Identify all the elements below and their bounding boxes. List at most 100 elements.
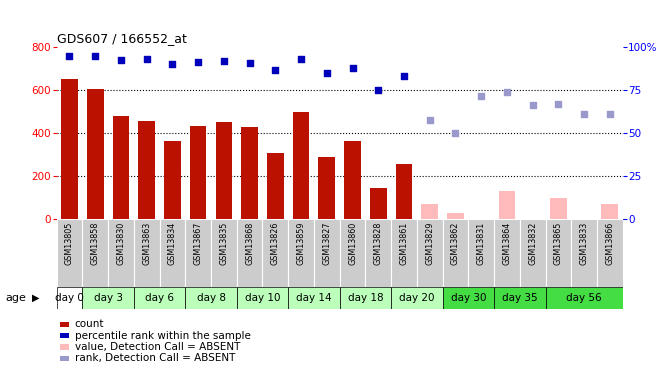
Point [579, 111, 589, 117]
Point [270, 66, 280, 72]
Bar [391, 287, 443, 309]
Text: day 56: day 56 [566, 293, 602, 303]
Point [424, 117, 435, 123]
Bar [160, 219, 185, 287]
Bar [57, 287, 83, 309]
Bar [550, 198, 567, 219]
Point [322, 70, 332, 76]
Bar [190, 126, 206, 219]
Point [64, 53, 75, 58]
Text: day 14: day 14 [296, 293, 332, 303]
Bar [292, 112, 310, 219]
Text: GSM13805: GSM13805 [65, 221, 74, 265]
Text: GSM13864: GSM13864 [502, 221, 511, 265]
Text: GSM13834: GSM13834 [168, 221, 177, 265]
Point [501, 89, 512, 95]
Text: day 30: day 30 [451, 293, 486, 303]
Bar [262, 219, 288, 287]
Text: day 0: day 0 [55, 293, 84, 303]
Text: GSM13867: GSM13867 [194, 221, 202, 265]
Text: GSM13829: GSM13829 [425, 221, 434, 265]
Text: GSM13866: GSM13866 [605, 221, 614, 265]
Bar [139, 121, 155, 219]
Bar [113, 116, 129, 219]
Bar [185, 219, 211, 287]
Bar [211, 219, 236, 287]
Bar [443, 287, 494, 309]
Point [116, 57, 127, 63]
Text: age: age [5, 293, 26, 303]
Point [373, 87, 384, 93]
Bar [164, 141, 180, 219]
Point [553, 101, 563, 107]
Text: day 35: day 35 [502, 293, 537, 303]
Point [90, 53, 101, 58]
Text: GSM13861: GSM13861 [400, 221, 408, 265]
Bar [571, 219, 597, 287]
Bar [422, 204, 438, 219]
Bar [344, 141, 361, 219]
Text: GSM13827: GSM13827 [322, 221, 331, 265]
Bar [236, 219, 262, 287]
Bar [545, 287, 623, 309]
Bar [597, 219, 623, 287]
Bar [519, 219, 545, 287]
Text: GSM13828: GSM13828 [374, 221, 383, 265]
Bar [443, 219, 468, 287]
Bar [288, 287, 340, 309]
Bar [396, 164, 412, 219]
Point [527, 102, 538, 108]
Point [218, 58, 229, 64]
Text: GSM13863: GSM13863 [142, 221, 151, 265]
Bar [288, 219, 314, 287]
Bar [494, 287, 545, 309]
Point [167, 61, 178, 67]
Text: GSM13835: GSM13835 [219, 221, 228, 265]
Bar [236, 287, 288, 309]
Bar [83, 219, 108, 287]
Bar [216, 122, 232, 219]
Text: GSM13833: GSM13833 [579, 221, 589, 265]
Bar [340, 219, 366, 287]
Bar [314, 219, 340, 287]
Bar [417, 219, 443, 287]
Bar [370, 188, 387, 219]
Text: GSM13859: GSM13859 [296, 221, 306, 265]
Bar [499, 191, 515, 219]
Bar [87, 89, 104, 219]
Bar [494, 219, 519, 287]
Text: GSM13858: GSM13858 [91, 221, 100, 265]
Text: rank, Detection Call = ABSENT: rank, Detection Call = ABSENT [75, 353, 235, 363]
Text: GSM13865: GSM13865 [554, 221, 563, 265]
Point [605, 111, 615, 117]
Text: percentile rank within the sample: percentile rank within the sample [75, 331, 250, 340]
Point [399, 73, 410, 79]
Text: GDS607 / 166552_at: GDS607 / 166552_at [57, 32, 186, 45]
Bar [241, 127, 258, 219]
Bar [267, 153, 284, 219]
Text: GSM13831: GSM13831 [477, 221, 486, 265]
Bar [601, 204, 618, 219]
Text: day 3: day 3 [94, 293, 123, 303]
Bar [468, 219, 494, 287]
Bar [57, 219, 83, 287]
Text: day 6: day 6 [145, 293, 174, 303]
Bar [318, 157, 335, 219]
Bar [447, 213, 464, 219]
Point [476, 93, 486, 99]
Bar [366, 219, 391, 287]
Bar [61, 79, 78, 219]
Point [450, 130, 461, 136]
Text: day 20: day 20 [399, 293, 435, 303]
Bar [108, 219, 134, 287]
Point [141, 56, 152, 62]
Bar [134, 219, 160, 287]
Text: day 18: day 18 [348, 293, 383, 303]
Text: count: count [75, 320, 104, 329]
Bar [545, 219, 571, 287]
Text: ▶: ▶ [32, 293, 39, 303]
Point [296, 56, 306, 62]
Text: GSM13862: GSM13862 [451, 221, 460, 265]
Text: GSM13860: GSM13860 [348, 221, 357, 265]
Point [193, 59, 204, 65]
